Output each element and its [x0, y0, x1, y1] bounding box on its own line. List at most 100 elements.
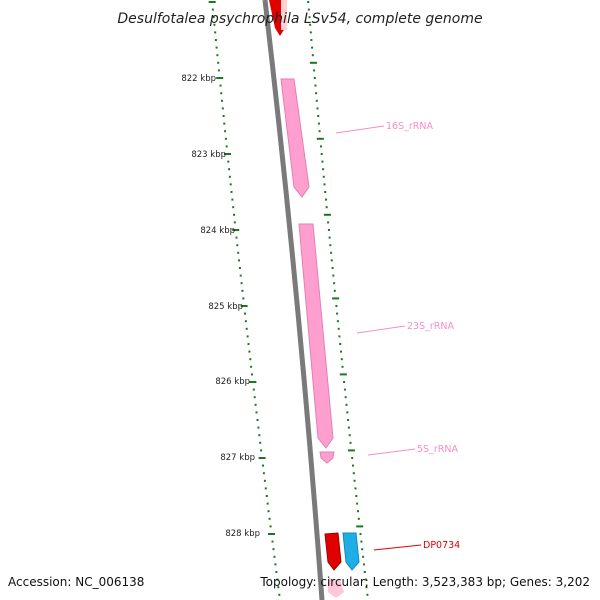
gc-dots-right	[307, 1, 369, 596]
gc-dot	[359, 533, 362, 535]
gc-dot	[224, 130, 227, 133]
gc-dot	[313, 77, 316, 79]
gc-dot	[337, 327, 340, 330]
gc-dot	[228, 175, 231, 178]
tick-mark	[224, 153, 231, 155]
gc-dot	[354, 487, 357, 490]
gc-dot	[271, 540, 274, 543]
feature-top-partial-shade	[281, 0, 287, 30]
gc-dot	[317, 115, 320, 117]
label-5s-rrna: 5S_rRNA	[417, 444, 458, 455]
feature-5s-rrna	[319, 451, 335, 464]
gc-dot	[216, 54, 219, 57]
gc-dot	[240, 282, 243, 285]
gc-dot	[344, 396, 347, 399]
gc-dot	[251, 373, 253, 376]
gc-dot	[277, 586, 280, 589]
gc-dot	[221, 107, 224, 110]
gc-dot	[330, 259, 333, 262]
gc-dot	[311, 46, 314, 49]
gc-dot	[330, 251, 333, 254]
gc-dot	[257, 426, 260, 429]
gc-dot	[264, 487, 267, 490]
gc-dot	[356, 502, 359, 505]
gc-dot	[325, 198, 327, 201]
gc-dot	[357, 510, 359, 513]
gc-dot	[333, 289, 336, 292]
gc-dot	[255, 411, 258, 414]
gc-dot	[273, 555, 276, 558]
gc-dot	[215, 46, 218, 49]
gc-dot	[256, 419, 259, 421]
gc-dot	[252, 388, 255, 391]
gc-dot	[314, 84, 317, 87]
gc-dot	[328, 236, 331, 239]
gc-dot	[340, 358, 343, 361]
tick-mark	[332, 297, 340, 300]
gc-dot	[347, 419, 350, 421]
gc-dot	[323, 183, 326, 186]
gc-dot	[311, 54, 314, 57]
gc-dot	[222, 115, 225, 117]
gc-dot	[278, 593, 281, 596]
gc-dot	[235, 236, 238, 239]
tick-mark	[258, 457, 266, 459]
tick-label-822: 822 kbp	[181, 74, 216, 84]
gc-dot	[232, 206, 235, 209]
gc-dot	[351, 457, 354, 459]
gc-dot	[231, 198, 234, 201]
gc-dot	[339, 343, 342, 345]
gc-dot	[253, 396, 256, 399]
gc-dot	[313, 69, 316, 72]
gc-dot	[324, 191, 327, 193]
gc-dot	[335, 305, 338, 307]
gc-dot	[322, 175, 325, 178]
gc-dot	[363, 571, 366, 573]
gc-dot	[241, 289, 244, 292]
gc-dot	[213, 23, 216, 26]
tick-mark	[309, 61, 317, 64]
gc-dot	[269, 525, 272, 528]
label-16s-rrna: 16S_rRNA	[386, 121, 433, 132]
tick-mark	[347, 449, 355, 452]
accession-text: Accession: NC_006138	[8, 575, 144, 589]
tick-label-826: 826 kbp	[215, 377, 250, 387]
gc-dot	[325, 206, 328, 209]
gc-dot	[224, 137, 227, 140]
gc-dot	[361, 548, 364, 551]
gc-dot	[230, 191, 233, 193]
gc-dot	[247, 343, 250, 345]
gc-dot	[221, 99, 223, 102]
gc-dot	[353, 479, 356, 482]
gc-dot	[242, 297, 245, 300]
gc-dot	[275, 571, 278, 573]
gc-dot	[308, 16, 311, 19]
gc-dot	[336, 312, 339, 315]
tick-mark	[323, 213, 331, 216]
gc-dot	[272, 548, 275, 551]
gc-dot	[347, 426, 350, 429]
label-23s-rrna: 23S_rRNA	[407, 321, 454, 332]
gc-dot	[262, 464, 264, 467]
tick-mark	[232, 229, 240, 231]
gc-dot	[357, 517, 360, 520]
genome-backbone	[262, 0, 325, 600]
gc-dot	[233, 221, 236, 224]
gc-dot	[266, 502, 269, 505]
gc-dot	[229, 183, 232, 186]
gc-dot	[267, 510, 270, 513]
gc-dot	[217, 61, 220, 64]
leader-16s-rrna	[335, 125, 385, 134]
tick-mark	[268, 533, 275, 535]
gc-dot	[262, 472, 265, 475]
label-dp0734: DP0734	[423, 540, 460, 551]
gc-dot	[309, 31, 312, 34]
gc-dot	[315, 99, 318, 102]
map-title: Desulfotalea psychrophila LSv54, complet…	[117, 11, 482, 27]
gc-dot	[219, 84, 222, 87]
gc-dot	[366, 593, 369, 596]
gc-dot	[343, 381, 346, 383]
gc-dot	[327, 229, 330, 231]
feature-bottom-partial	[328, 578, 344, 598]
gc-dot	[343, 388, 346, 391]
